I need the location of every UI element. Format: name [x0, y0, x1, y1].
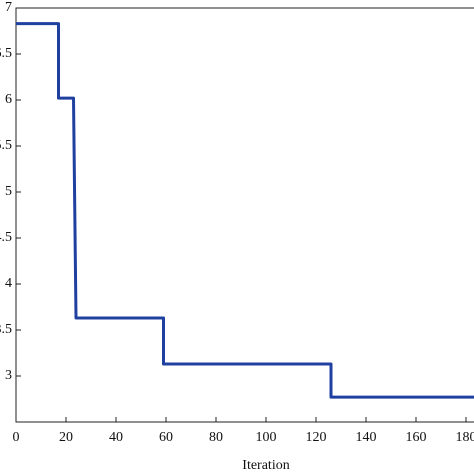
- y-tick-label: 5: [5, 184, 12, 199]
- y-tick-label: 6.5: [0, 46, 12, 61]
- x-tick-label: 80: [209, 430, 223, 445]
- x-tick-label: 140: [356, 430, 377, 445]
- x-tick-label: 20: [59, 430, 73, 445]
- y-tick-label: 3: [5, 368, 12, 383]
- x-tick-label: 0: [13, 430, 20, 445]
- x-tick-label: 160: [406, 430, 427, 445]
- x-tick-label: 180: [456, 430, 474, 445]
- y-tick-label: 5.5: [0, 138, 12, 153]
- x-tick-label: 40: [109, 430, 123, 445]
- x-tick-label: 60: [159, 430, 173, 445]
- y-tick-label: 4: [5, 276, 12, 291]
- data-line: [16, 22, 474, 399]
- plot-frame: [15, 7, 474, 423]
- x-axis-label: Iteration: [242, 458, 289, 473]
- x-tick-label: 120: [306, 430, 327, 445]
- x-tick-label: 100: [256, 430, 277, 445]
- y-tick-label: 6: [5, 92, 12, 107]
- y-tick-label: 4.5: [0, 230, 12, 245]
- y-tick-label: 7: [5, 0, 12, 15]
- y-tick-label: 3.5: [0, 322, 12, 337]
